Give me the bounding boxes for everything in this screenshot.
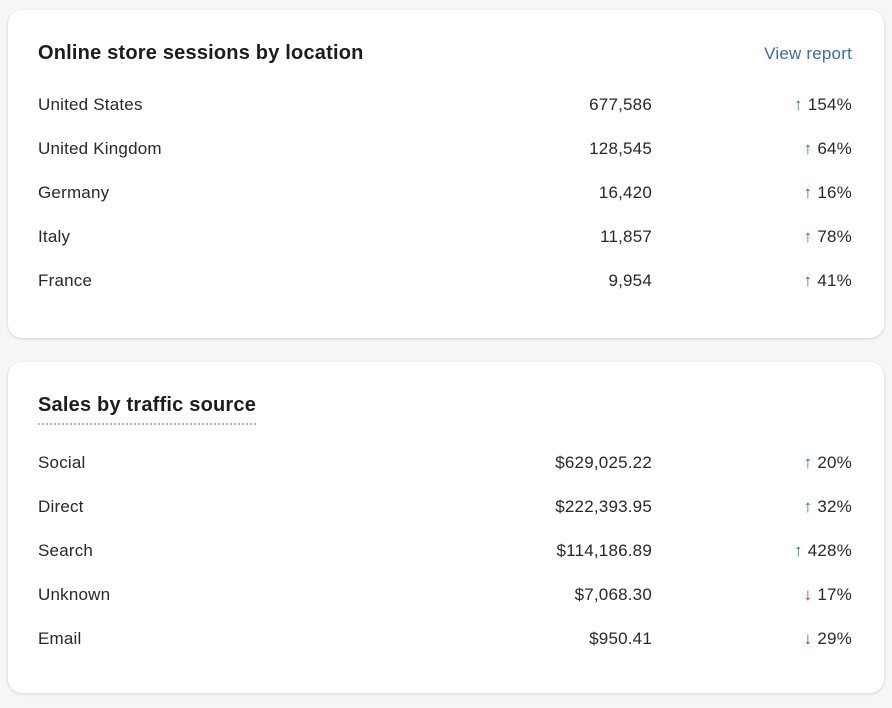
sales-value: $629,025.22 xyxy=(555,453,652,472)
sales-table: Social $629,025.22 20% Direct $222,393.9… xyxy=(38,441,852,661)
trend-badge: 41% xyxy=(652,271,852,291)
table-row: United States 677,586 154% xyxy=(38,83,852,127)
sales-value: $114,186.89 xyxy=(556,541,652,560)
trend-arrow-icon xyxy=(804,227,813,247)
table-row: Unknown $7,068.30 17% xyxy=(38,573,852,617)
trend-delta: 17% xyxy=(817,585,852,604)
trend-arrow-icon xyxy=(804,183,813,203)
trend-delta: 41% xyxy=(817,271,852,290)
sales-by-traffic-source-card: Sales by traffic source Social $629,025.… xyxy=(8,362,884,693)
sales-value: $7,068.30 xyxy=(574,585,652,604)
trend-badge: 64% xyxy=(652,139,852,159)
table-row: Email $950.41 29% xyxy=(38,617,852,661)
trend-arrow-icon xyxy=(804,497,813,517)
trend-arrow-icon xyxy=(804,271,813,291)
sessions-table: United States 677,586 154% United Kingdo… xyxy=(38,83,852,303)
trend-badge: 154% xyxy=(652,95,852,115)
trend-delta: 78% xyxy=(817,227,852,246)
trend-delta: 64% xyxy=(817,139,852,158)
location-label: Italy xyxy=(38,227,71,246)
table-row: Direct $222,393.95 32% xyxy=(38,485,852,529)
location-label: United Kingdom xyxy=(38,139,162,158)
traffic-source-label: Email xyxy=(38,629,82,648)
trend-arrow-icon xyxy=(804,585,813,605)
trend-delta: 29% xyxy=(817,629,852,648)
trend-delta: 16% xyxy=(817,183,852,202)
sessions-card-title: Online store sessions by location xyxy=(38,42,364,64)
table-row: Germany 16,420 16% xyxy=(38,171,852,215)
trend-arrow-icon xyxy=(804,629,813,649)
sessions-value: 677,586 xyxy=(589,95,652,114)
table-row: Social $629,025.22 20% xyxy=(38,441,852,485)
traffic-source-label: Unknown xyxy=(38,585,111,604)
sales-value: $950.41 xyxy=(589,629,652,648)
sessions-value: 128,545 xyxy=(589,139,652,158)
trend-badge: 20% xyxy=(652,453,852,473)
sessions-value: 11,857 xyxy=(600,227,652,246)
trend-badge: 16% xyxy=(652,183,852,203)
location-label: France xyxy=(38,271,93,290)
card-header: Online store sessions by location View r… xyxy=(38,40,852,67)
location-label: Germany xyxy=(38,183,110,202)
traffic-source-label: Social xyxy=(38,453,86,472)
trend-arrow-icon xyxy=(794,541,803,561)
sessions-value: 9,954 xyxy=(608,271,652,290)
table-row: France 9,954 41% xyxy=(38,259,852,303)
trend-badge: 17% xyxy=(652,585,852,605)
view-report-link[interactable]: View report xyxy=(764,44,852,63)
trend-badge: 78% xyxy=(652,227,852,247)
trend-delta: 428% xyxy=(807,541,852,560)
trend-arrow-icon xyxy=(794,95,803,115)
card-header: Sales by traffic source xyxy=(38,392,852,425)
trend-arrow-icon xyxy=(804,453,813,473)
trend-delta: 154% xyxy=(807,95,852,114)
table-row: United Kingdom 128,545 64% xyxy=(38,127,852,171)
sales-card-title[interactable]: Sales by traffic source xyxy=(38,392,257,425)
table-row: Search $114,186.89 428% xyxy=(38,529,852,573)
trend-badge: 428% xyxy=(652,541,852,561)
sessions-by-location-card: Online store sessions by location View r… xyxy=(8,10,884,338)
traffic-source-label: Direct xyxy=(38,497,84,516)
trend-badge: 29% xyxy=(652,629,852,649)
traffic-source-label: Search xyxy=(38,541,94,560)
trend-badge: 32% xyxy=(652,497,852,517)
trend-delta: 32% xyxy=(817,497,852,516)
sales-value: $222,393.95 xyxy=(555,497,652,516)
location-label: United States xyxy=(38,95,143,114)
sessions-value: 16,420 xyxy=(598,183,652,202)
table-row: Italy 11,857 78% xyxy=(38,215,852,259)
trend-delta: 20% xyxy=(817,453,852,472)
trend-arrow-icon xyxy=(804,139,813,159)
